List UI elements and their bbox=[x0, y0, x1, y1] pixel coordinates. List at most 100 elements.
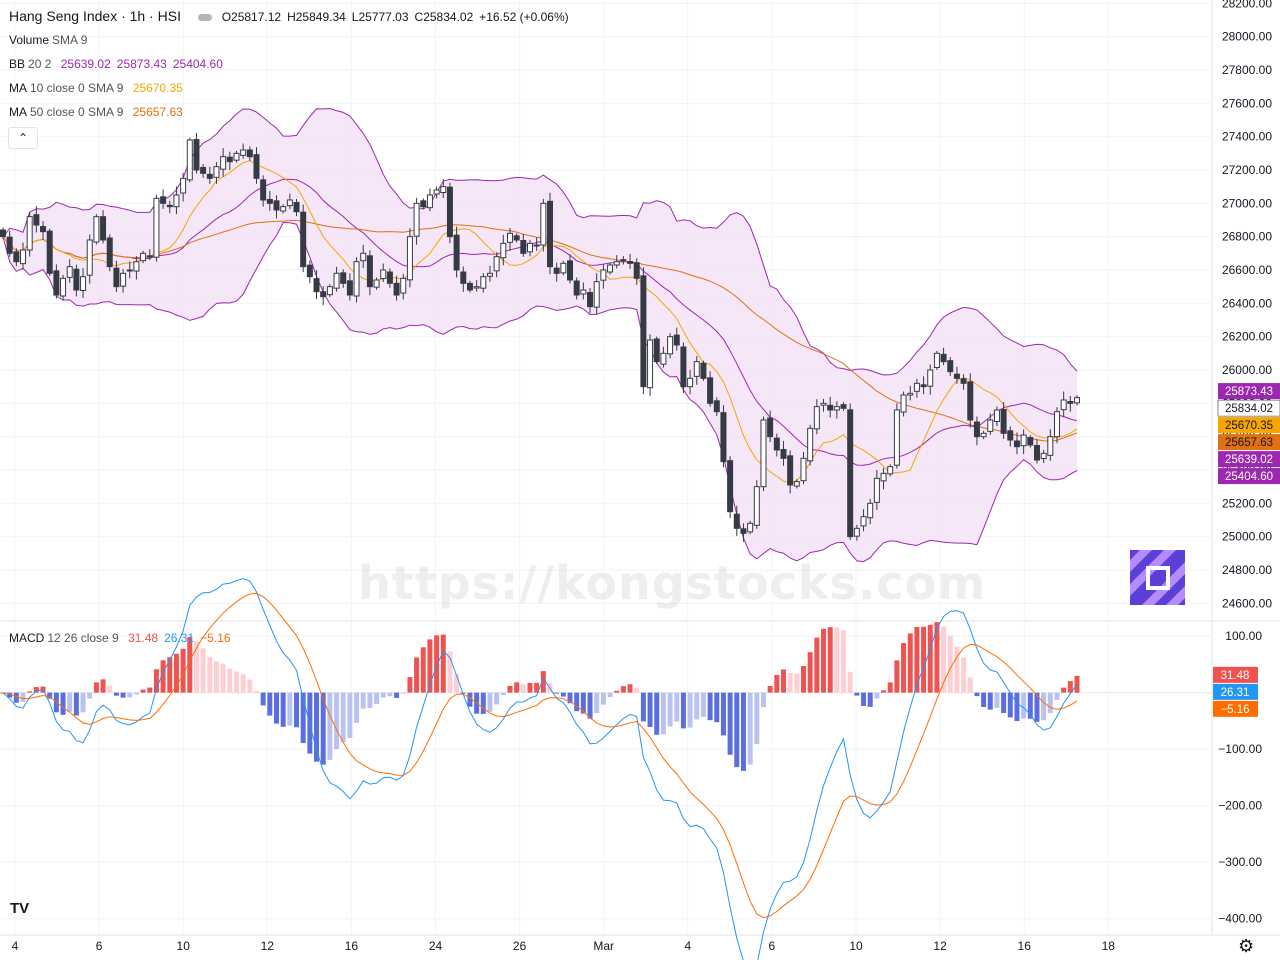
macd-last-value-text: 31.48 bbox=[1221, 670, 1250, 682]
candle bbox=[306, 260, 313, 284]
candle bbox=[980, 430, 987, 440]
candle bbox=[1074, 395, 1080, 406]
candle-body bbox=[266, 199, 273, 204]
candle bbox=[80, 268, 87, 298]
candle-body bbox=[707, 377, 714, 404]
candle-body bbox=[687, 377, 694, 388]
macd-histogram-bar bbox=[894, 660, 900, 693]
macd-histogram-bar bbox=[187, 636, 193, 693]
candle-body bbox=[820, 402, 827, 406]
tradingview-logo[interactable]: TV bbox=[10, 900, 30, 917]
ma50-value: 25657.63 bbox=[132, 105, 183, 119]
candle bbox=[640, 267, 647, 395]
candle bbox=[340, 269, 347, 288]
candle-body bbox=[220, 156, 227, 170]
candle bbox=[853, 524, 860, 541]
candle-body bbox=[100, 216, 107, 241]
macd-histogram-bar bbox=[901, 643, 907, 693]
candle-body bbox=[580, 289, 587, 295]
legend-ma10[interactable]: MA 10 close 0 SMA 9 25670.35 bbox=[9, 80, 189, 96]
time-tick-label: 12 bbox=[933, 939, 947, 953]
candle bbox=[26, 212, 33, 257]
legend-macd[interactable]: MACD 12 26 close 9 31.48 26.31 −5.16 bbox=[9, 630, 237, 646]
candle bbox=[660, 346, 667, 368]
candle-body bbox=[1000, 409, 1007, 434]
candle-body bbox=[1074, 397, 1080, 404]
candle-body bbox=[273, 200, 280, 211]
macd-histogram-bar bbox=[27, 691, 33, 693]
time-tick-label: 26 bbox=[513, 939, 527, 953]
macd-histogram-bar bbox=[320, 692, 326, 765]
last-value-badge bbox=[1218, 434, 1280, 451]
macd-histogram-bar bbox=[1001, 692, 1007, 713]
candle bbox=[413, 197, 420, 245]
gear-icon[interactable]: ⚙ bbox=[1238, 936, 1255, 956]
chart-header-legend: Hang Seng Index · 1h · HSI O25817.12 H258… bbox=[9, 8, 575, 25]
legend-collapse-button[interactable]: ⌃ bbox=[8, 127, 38, 149]
macd-histogram-bar bbox=[400, 692, 406, 694]
candle bbox=[587, 288, 594, 314]
candle-body bbox=[760, 419, 767, 488]
macd-histogram-bar bbox=[73, 692, 79, 716]
candle-body bbox=[920, 384, 927, 388]
candle bbox=[833, 401, 840, 419]
candle bbox=[166, 200, 173, 214]
last-value-text: 25404.60 bbox=[1225, 471, 1273, 483]
candle bbox=[393, 275, 400, 301]
candle-body bbox=[753, 486, 760, 526]
candle bbox=[286, 193, 293, 210]
candle bbox=[146, 249, 153, 261]
candle-body bbox=[240, 149, 247, 156]
candle bbox=[73, 264, 80, 297]
macd-histogram-bar bbox=[887, 682, 893, 693]
legend-volume[interactable]: Volume SMA 9 bbox=[9, 32, 93, 48]
macd-histogram-bar bbox=[127, 692, 133, 698]
candle bbox=[533, 237, 540, 251]
candle bbox=[113, 260, 120, 293]
macd-histogram-bar bbox=[1047, 692, 1053, 713]
candle-body bbox=[53, 270, 60, 296]
macd-histogram-bar bbox=[987, 692, 993, 710]
candle-body bbox=[933, 352, 940, 369]
candle-body bbox=[540, 202, 547, 246]
macd-histogram-bar bbox=[327, 692, 333, 760]
macd-histogram-bar bbox=[334, 692, 340, 750]
candle-body bbox=[233, 152, 240, 161]
macd-last-value-badge bbox=[1213, 700, 1258, 717]
candle bbox=[913, 378, 920, 398]
macd-histogram-bar bbox=[620, 686, 626, 693]
candle-body bbox=[600, 269, 607, 281]
candle-body bbox=[353, 261, 360, 297]
candle bbox=[300, 204, 307, 273]
price-tick-label: 27000.00 bbox=[1222, 196, 1272, 210]
legend-bb[interactable]: BB 20 2 25639.02 25873.43 25404.60 bbox=[9, 56, 229, 72]
macd-line-value: 26.31 bbox=[164, 631, 195, 645]
macd-histogram-bar bbox=[394, 692, 400, 698]
candle bbox=[200, 164, 207, 178]
candle-body bbox=[113, 267, 120, 288]
macd-histogram-bar bbox=[647, 692, 653, 728]
status-dot-icon bbox=[198, 13, 213, 21]
candle bbox=[967, 373, 974, 428]
candle bbox=[173, 186, 180, 215]
macd-histogram-bar bbox=[354, 692, 360, 723]
candle bbox=[1040, 449, 1047, 463]
legend-ma50[interactable]: MA 50 close 0 SMA 9 25657.63 bbox=[9, 104, 189, 120]
candle bbox=[206, 166, 213, 184]
macd-histogram-bar bbox=[614, 690, 620, 693]
candle-body bbox=[867, 502, 874, 519]
price-tick-label: 27200.00 bbox=[1222, 163, 1272, 177]
symbol-title[interactable]: Hang Seng Index · 1h · HSI bbox=[9, 8, 181, 24]
candle-body bbox=[253, 154, 260, 179]
time-tick-label: 24 bbox=[429, 939, 443, 953]
macd-histogram-bar bbox=[667, 692, 673, 727]
candle bbox=[900, 391, 907, 417]
macd-histogram-bar bbox=[113, 692, 119, 696]
candle bbox=[920, 376, 927, 395]
candle-body bbox=[793, 481, 800, 487]
candle-body bbox=[773, 437, 780, 451]
macd-histogram-bar bbox=[434, 635, 440, 693]
macd-histogram-bar bbox=[380, 692, 386, 698]
candle bbox=[1027, 435, 1034, 448]
